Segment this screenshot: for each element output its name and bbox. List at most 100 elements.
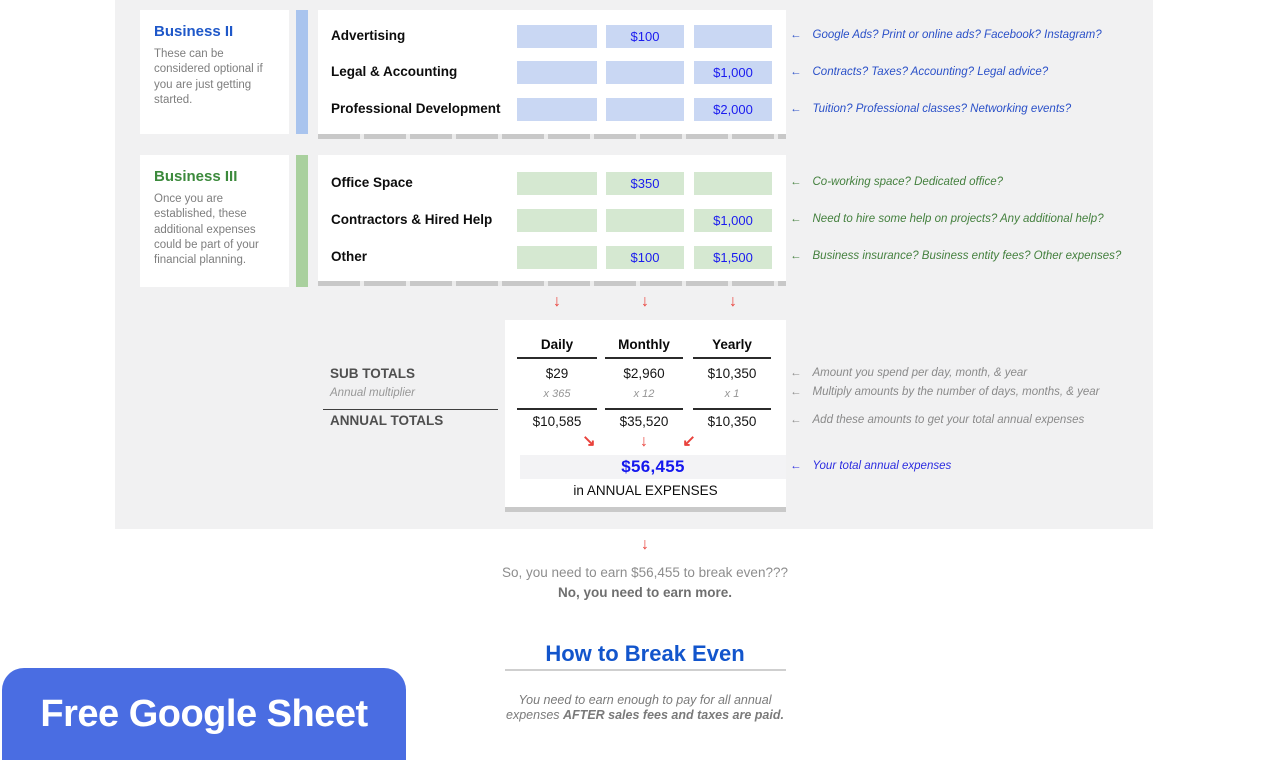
annotation-text: Google Ads? Print or online ads? Faceboo… <box>812 29 1102 41</box>
totals-annotation: ← Amount you spend per day, month, & year <box>790 367 1027 379</box>
panel-bottom-gridline <box>318 281 786 286</box>
header-underline <box>517 357 597 359</box>
totals-separator-line <box>323 409 498 410</box>
annotation-text: Multiply amounts by the number of days, … <box>812 386 1100 398</box>
multiplier-daily: x 365 <box>543 388 571 400</box>
expense-cell-monthly: $100 <box>606 246 684 269</box>
how-to-break-even-heading: How to Break Even <box>545 641 745 666</box>
left-arrow-icon: ← <box>790 29 802 41</box>
expense-cell-daily <box>517 25 597 48</box>
left-arrow-icon: ← <box>790 250 802 262</box>
expense-annotation: ← Need to hire some help on projects? Any… <box>790 213 1104 225</box>
business-3-card: Business III Once you are established, t… <box>140 155 289 287</box>
left-arrow-icon: ← <box>790 213 802 225</box>
expense-label: Advertising <box>331 28 406 43</box>
annotation-text: Co-working space? Dedicated office? <box>812 176 1004 188</box>
down-left-arrow-icon: ↙ <box>682 433 696 450</box>
column-header-monthly: Monthly <box>618 337 670 352</box>
expense-cell-daily <box>517 98 597 121</box>
expense-cell-yearly <box>694 25 772 48</box>
heading-divider <box>505 669 786 671</box>
totals-panel: Daily Monthly Yearly $29 $2,960 $10,350 … <box>505 320 786 507</box>
left-arrow-icon: ← <box>790 103 802 115</box>
break-even-question: So, you need to earn $56,455 to break ev… <box>502 565 788 580</box>
expense-cell-yearly: $1,500 <box>694 246 772 269</box>
business-3-description: Once you are established, these addition… <box>154 193 259 267</box>
expense-label: Other <box>331 249 368 264</box>
totals-panel-shadow <box>505 507 786 512</box>
expense-label: Office Space <box>331 175 413 190</box>
annotation-text: Need to hire some help on projects? Any … <box>812 213 1104 225</box>
annual-multiplier-label: Annual multiplier <box>330 387 416 399</box>
annual-totals-topline <box>517 408 597 410</box>
grand-total-band: $56,455 <box>520 455 786 479</box>
column-header-daily: Daily <box>540 337 574 352</box>
left-arrow-icon: ← <box>790 460 802 472</box>
left-arrow-icon: ← <box>790 367 802 379</box>
grand-total-caption: in ANNUAL EXPENSES <box>573 483 718 498</box>
business-2-card: Business II These can be considered opti… <box>140 10 289 134</box>
header-underline <box>605 357 683 359</box>
expense-cell-monthly: $100 <box>606 25 684 48</box>
expense-annotation: ← Tuition? Professional classes? Networki… <box>790 103 1071 115</box>
annotation-text: Add these amounts to get your total annu… <box>812 414 1085 426</box>
down-right-arrow-icon: ↘ <box>582 433 596 450</box>
annual-total-yearly: $10,350 <box>707 414 757 429</box>
left-arrow-icon: ← <box>790 386 802 398</box>
expense-cell-yearly: $1,000 <box>694 209 772 232</box>
sub-total-yearly: $10,350 <box>707 366 757 381</box>
business-2-expense-panel: Advertising $100 Legal & Accounting $1,0… <box>318 10 786 134</box>
annotation-text: Your total annual expenses <box>812 460 952 472</box>
expense-cell-yearly: $1,000 <box>694 61 772 84</box>
expense-cell-daily <box>517 172 597 195</box>
totals-annotation: ← Multiply amounts by the number of days,… <box>790 386 1100 398</box>
expense-label: Contractors & Hired Help <box>331 212 493 227</box>
totals-annotation: ← Add these amounts to get your total ann… <box>790 414 1084 426</box>
expense-annotation: ← Contracts? Taxes? Accounting? Legal adv… <box>790 66 1048 78</box>
sub-total-daily: $29 <box>545 366 569 381</box>
annotation-text: Amount you spend per day, month, & year <box>812 367 1028 379</box>
break-even-note-line2: expenses AFTER sales fees and taxes are … <box>10 708 1270 722</box>
free-google-sheet-button[interactable]: Free Google Sheet <box>2 668 406 760</box>
expense-cell-monthly: $350 <box>606 172 684 195</box>
expense-cell-daily <box>517 209 597 232</box>
left-arrow-icon: ← <box>790 414 802 426</box>
note-normal-text: expenses <box>506 708 564 722</box>
annual-totals-topline <box>605 408 683 410</box>
expense-annotation: ← Business insurance? Business entity fee… <box>790 250 1121 262</box>
grand-total-value: $56,455 <box>621 457 685 476</box>
expense-cell-yearly <box>694 172 772 195</box>
expense-cell-yearly: $2,000 <box>694 98 772 121</box>
multiplier-yearly: x 1 <box>724 388 740 400</box>
down-arrow-icon: ↓ <box>729 293 737 310</box>
annual-total-daily: $10,585 <box>532 414 582 429</box>
grand-total-annotation: ← Your total annual expenses <box>790 460 951 472</box>
expense-label: Professional Development <box>331 101 501 116</box>
annotation-text: Contracts? Taxes? Accounting? Legal advi… <box>812 66 1049 78</box>
business-3-expense-panel: Office Space $350 Contractors & Hired He… <box>318 155 786 281</box>
business-3-accent-bar <box>296 155 308 287</box>
left-arrow-icon: ← <box>790 66 802 78</box>
header-underline <box>693 357 771 359</box>
multiplier-monthly: x 12 <box>633 388 655 400</box>
business-2-description: These can be considered optional if you … <box>154 48 263 106</box>
expense-annotation: ← Co-working space? Dedicated office? <box>790 176 1003 188</box>
down-arrow-icon: ↓ <box>641 536 649 553</box>
down-arrow-icon: ↓ <box>640 433 648 450</box>
expense-cell-monthly <box>606 61 684 84</box>
expense-cell-monthly <box>606 209 684 232</box>
annual-totals-topline <box>693 408 771 410</box>
panel-bottom-gridline <box>318 134 786 139</box>
annotation-text: Business insurance? Business entity fees… <box>812 250 1122 262</box>
expense-cell-daily <box>517 246 597 269</box>
business-2-accent-bar <box>296 10 308 134</box>
left-arrow-icon: ← <box>790 176 802 188</box>
annual-totals-label: ANNUAL TOTALS <box>330 413 444 428</box>
annotation-text: Tuition? Professional classes? Networkin… <box>812 103 1072 115</box>
expense-cell-daily <box>517 61 597 84</box>
annual-total-monthly: $35,520 <box>619 414 669 429</box>
column-header-yearly: Yearly <box>712 337 752 352</box>
down-arrow-icon: ↓ <box>641 293 649 310</box>
business-2-title: Business II <box>154 23 234 40</box>
